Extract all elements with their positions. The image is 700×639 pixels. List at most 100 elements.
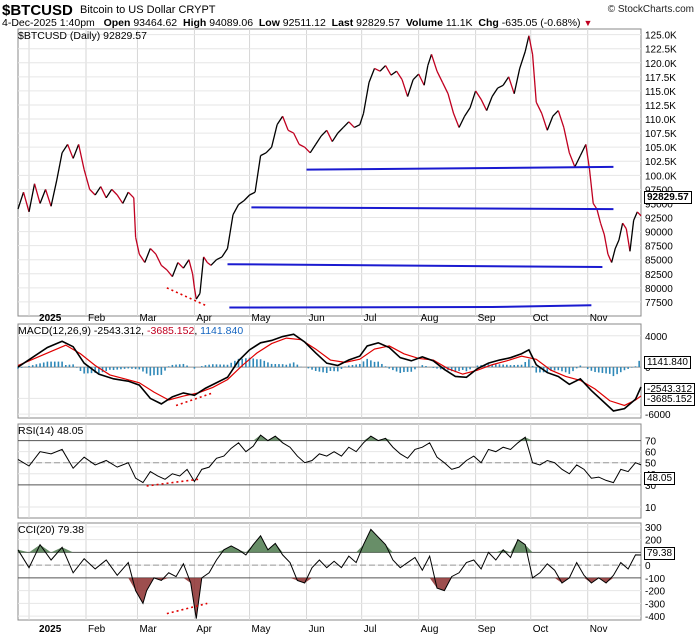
price-segment (480, 99, 488, 111)
month-label: Sep (478, 313, 496, 324)
price-segment (166, 269, 173, 278)
month-label: Nov (590, 313, 608, 324)
down-triangle-icon: ▼ (583, 18, 593, 28)
price-segment (348, 121, 355, 128)
price-segment (464, 107, 471, 117)
price-segment (254, 155, 262, 193)
rsi-tick-label: 30 (645, 481, 657, 492)
price-tick-label: 110.0K (645, 115, 676, 126)
price-segment (89, 188, 96, 196)
copyright: © StockCharts.com (607, 4, 694, 15)
price-segment (406, 79, 414, 97)
price-segment (221, 248, 229, 258)
price-tick-label: 87500 (645, 242, 673, 253)
price-tick-label: 117.5K (645, 73, 676, 84)
price-segment (636, 211, 642, 217)
last-value: 92829.57 (356, 17, 400, 29)
month-label: Jun (309, 624, 325, 635)
price-segment (418, 73, 425, 86)
price-segment (618, 223, 624, 241)
price-segment (379, 65, 387, 72)
price-segment (441, 82, 449, 95)
price-segment (50, 180, 58, 207)
price-segment (541, 113, 548, 131)
price-segment (265, 146, 273, 154)
price-segment (226, 214, 234, 249)
price-segment (44, 189, 52, 207)
macd-hist-tag: 1141.840 (644, 356, 691, 369)
change-value: -635.05 (-0.68%) (501, 17, 581, 29)
support-trendline (227, 263, 603, 269)
chart-header: $BTCUSD Bitcoin to US Dollar CRYPT © Sto… (0, 0, 700, 34)
price-tick-label: 82500 (645, 270, 673, 281)
price-segment (524, 35, 530, 52)
price-tick-label: 95000 (645, 199, 673, 210)
rsi-tick-label: 10 (645, 503, 657, 514)
price-tick-label: 125.0K (645, 31, 677, 42)
rsi-overbought-fill (18, 435, 641, 441)
macd-tick-label: -6000 (645, 410, 671, 421)
price-segment (412, 73, 420, 81)
price-segment (401, 79, 409, 97)
price-tick-label: 85000 (645, 256, 673, 267)
price-segment (320, 129, 328, 137)
cci-tick-label: -300 (645, 599, 665, 610)
divergence-line (175, 392, 214, 407)
price-segment (22, 192, 30, 213)
price-segment (195, 293, 201, 300)
price-segment (55, 152, 63, 182)
price-segment (610, 248, 616, 263)
macd-signal-tag: -3685.152 (644, 393, 696, 406)
month-label: Nov (590, 624, 608, 635)
support-trendline (251, 206, 614, 211)
price-segment (155, 253, 162, 266)
price-segment (33, 183, 41, 204)
price-tick-label: 80000 (645, 284, 673, 295)
cci-value-tag: 79.38 (644, 547, 676, 560)
price-segment (149, 248, 157, 255)
price-segment (133, 197, 137, 238)
cci-pane-label: CCI(20) 79.38 (18, 524, 84, 536)
price-tick-label: 92500 (645, 214, 673, 225)
month-label: Apr (196, 624, 212, 635)
price-segment (337, 127, 344, 134)
price-segment (210, 259, 217, 266)
divergence-line (146, 478, 199, 487)
price-tick-label: 107.5K (645, 129, 677, 140)
price-segment (519, 51, 526, 69)
month-label: Aug (421, 313, 439, 324)
price-segment (144, 248, 151, 263)
price-tick-label: 122.5K (645, 45, 677, 56)
price-segment (160, 264, 168, 271)
price-segment (331, 132, 339, 142)
pane-frame-2 (17, 423, 642, 519)
price-segment (423, 65, 429, 86)
price-segment (188, 259, 194, 274)
price-segment (83, 169, 91, 190)
price-tick-label: 120.0K (645, 59, 677, 70)
pane-frame-0 (17, 28, 642, 317)
cci-negative-fill (18, 577, 641, 619)
price-segment (193, 287, 197, 300)
price-segment (574, 155, 581, 168)
price-segment (249, 191, 256, 196)
price-segment (100, 186, 107, 199)
price-tick-label: 115.0K (645, 87, 676, 98)
quote-date: 4-Dec-2025 1:40pm (2, 17, 95, 29)
price-segment (61, 144, 69, 154)
price-segment (203, 256, 208, 263)
axis-layer: 77500 80000 82500 85000 87500 90000 92500 95000… (39, 31, 677, 635)
price-segment (502, 76, 510, 86)
price-segment (599, 222, 605, 235)
cci-tick-label: -100 (645, 574, 665, 585)
price-segment (282, 115, 289, 131)
price-segment (238, 200, 245, 206)
price-segment (568, 152, 576, 168)
price-segment (315, 135, 322, 145)
rsi-tick-label: 60 (645, 448, 657, 459)
price-segment (458, 115, 466, 128)
cci-tick-label: -200 (645, 587, 665, 598)
price-tick-label: 77500 (645, 298, 673, 309)
price-segment (374, 67, 381, 72)
price-segment (138, 253, 146, 263)
